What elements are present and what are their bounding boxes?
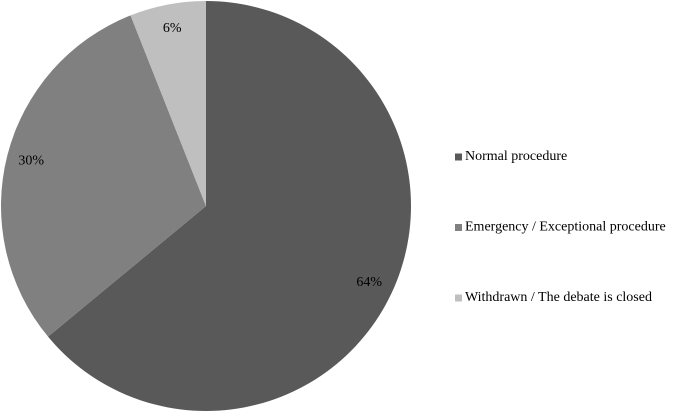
pie-slice xyxy=(130,1,206,206)
legend-swatch xyxy=(455,224,462,231)
legend-label: Emergency / Exceptional procedure xyxy=(465,220,666,235)
legend-label: Withdrawn / The debate is closed xyxy=(465,290,652,305)
legend-label: Normal procedure xyxy=(465,149,567,164)
legend-swatch xyxy=(455,294,462,302)
legend-swatch xyxy=(455,153,462,161)
pie-slice xyxy=(48,1,411,411)
data-label: 30% xyxy=(18,153,44,168)
pie-slice xyxy=(0,15,206,337)
data-label: 64% xyxy=(356,275,382,290)
data-label: 6% xyxy=(163,21,182,36)
